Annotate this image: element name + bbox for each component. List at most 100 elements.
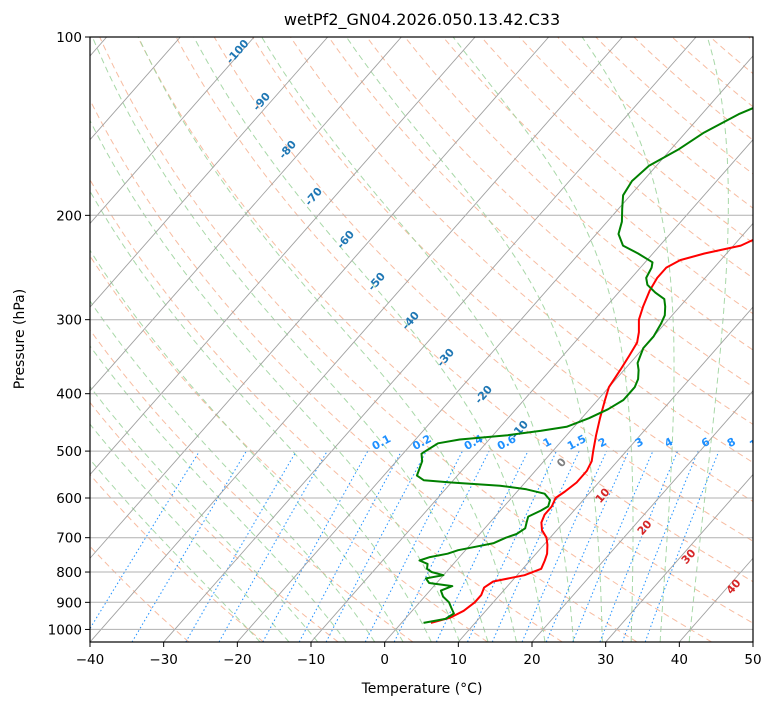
- mixing-ratio-label: 0.1: [370, 432, 393, 453]
- moist-adiabat: [90, 385, 319, 642]
- mixing-ratio-line: [599, 450, 679, 642]
- moist-adiabat: [90, 423, 290, 642]
- isotherm-label: -80: [276, 138, 299, 162]
- dry-adiabat: [557, 37, 753, 209]
- y-tick-label: 700: [56, 531, 82, 547]
- dry-adiabat: [328, 37, 753, 425]
- isotherm-label: -60: [334, 228, 357, 252]
- dry-adiabat: [213, 37, 753, 542]
- moist-adiabat: [581, 37, 675, 642]
- x-tick-label: 40: [671, 652, 688, 668]
- y-tick-label: 400: [56, 387, 82, 403]
- dry-adiabat: [748, 37, 753, 42]
- x-tick-label: 0: [380, 652, 389, 668]
- y-tick-label: 200: [56, 208, 82, 224]
- temperature-profile: [430, 238, 753, 624]
- dry-adiabat: [99, 37, 712, 642]
- x-tick-label: 10: [450, 652, 467, 668]
- dry-adiabat: [709, 37, 753, 75]
- x-tick-label: 30: [597, 652, 614, 668]
- mixing-ratio-label: 3: [633, 435, 646, 450]
- dry-adiabat: [90, 401, 339, 642]
- isotherm-line: [531, 390, 753, 642]
- y-tick-label: 1000: [48, 622, 82, 638]
- dry-adiabat: [137, 37, 753, 624]
- mixing-ratio-line: [621, 450, 699, 642]
- moist-adiabat: [90, 190, 432, 642]
- mixing-ratio-label: 10: [747, 433, 767, 452]
- isotherm-label-warm: 10: [593, 485, 613, 505]
- moist-adiabat: [345, 37, 603, 642]
- isotherm-line: [236, 55, 753, 642]
- mixing-ratio-line: [545, 450, 630, 642]
- mixing-ratio-line: [262, 450, 369, 642]
- isotherm-line: [752, 641, 753, 642]
- mixing-ratio-line: [90, 450, 200, 630]
- isotherm-line: [90, 37, 550, 559]
- moist-adiabat: [90, 458, 261, 642]
- isotherm-label: -30: [434, 346, 457, 370]
- dry-adiabat: [90, 178, 563, 642]
- isotherm-label: -40: [399, 309, 422, 333]
- isotherm-line: [90, 37, 476, 476]
- dry-adiabat: [595, 37, 753, 175]
- dewpoint-profile: [415, 107, 753, 624]
- x-tick-label: −10: [297, 652, 326, 668]
- isotherm-line: [90, 37, 402, 392]
- y-tick-label: 900: [56, 595, 82, 611]
- y-tick-label: 300: [56, 313, 82, 329]
- isotherm-label: -100: [224, 37, 252, 67]
- mixing-ratio-label: 1.5: [565, 432, 588, 453]
- isotherm-label-warm: 40: [724, 576, 744, 596]
- moist-adiabat: [688, 37, 729, 642]
- y-tick-label: 600: [56, 491, 82, 507]
- isotherm-label: -90: [250, 90, 273, 114]
- dry-adiabat: [90, 255, 488, 642]
- y-tick-label: 800: [56, 565, 82, 581]
- dry-adiabat: [442, 37, 753, 315]
- dry-adiabat: [90, 329, 414, 642]
- moist-adiabat: [261, 37, 575, 642]
- moist-adiabat: [90, 249, 404, 642]
- moist-adiabat: [137, 37, 517, 642]
- mixing-ratio-label: 4: [662, 435, 675, 450]
- series-layer: [415, 107, 753, 624]
- isotherm-label-warm: 30: [679, 546, 699, 566]
- dry-adiabat: [90, 473, 264, 642]
- moist-adiabat: [193, 37, 546, 642]
- dry-adiabat: [404, 37, 753, 351]
- isotherm-line: [384, 222, 753, 642]
- dry-adiabat: [251, 37, 753, 502]
- isotherm-line: [90, 37, 181, 141]
- chart-title: wetPf2_GN04.2026.050.13.42.C33: [284, 10, 560, 30]
- y-axis-title: Pressure (hPa): [12, 289, 28, 389]
- isotherm-label-warm: 20: [635, 517, 655, 537]
- dry-adiabat: [480, 37, 753, 279]
- mixing-ratio-line: [218, 450, 328, 642]
- mixing-ratio-label: 8: [725, 435, 738, 450]
- x-tick-label: −20: [223, 652, 252, 668]
- moist-adiabat: [91, 37, 489, 642]
- x-tick-label: −40: [76, 652, 105, 668]
- moist-adiabat: [90, 119, 461, 642]
- dry-adiabat: [90, 545, 190, 642]
- x-tick-label: 50: [744, 652, 761, 668]
- isotherm-line: [90, 37, 255, 225]
- dry-adiabat: [519, 37, 753, 244]
- x-axis-title: Temperature (°C): [361, 681, 483, 697]
- x-tick-label: 20: [523, 652, 540, 668]
- x-axis: −40 −30 −20 −10 0 10 20 30 40 50: [76, 642, 762, 668]
- plot-frame: [89, 36, 754, 643]
- mixing-ratio-line: [131, 450, 247, 642]
- moist-adiabat: [90, 345, 347, 642]
- isotherm-line: [163, 37, 697, 642]
- mixing-ratio-line: [467, 450, 557, 642]
- mixing-ratio-line: [491, 450, 580, 642]
- dry-adiabat: [90, 98, 638, 642]
- isotherm-line: [90, 37, 329, 308]
- x-tick-label: −30: [149, 652, 178, 668]
- moist-adiabat: [452, 37, 634, 642]
- mixing-ratio-line: [185, 450, 297, 642]
- dry-adiabat: [175, 37, 753, 583]
- isotherm-label: -50: [365, 270, 388, 294]
